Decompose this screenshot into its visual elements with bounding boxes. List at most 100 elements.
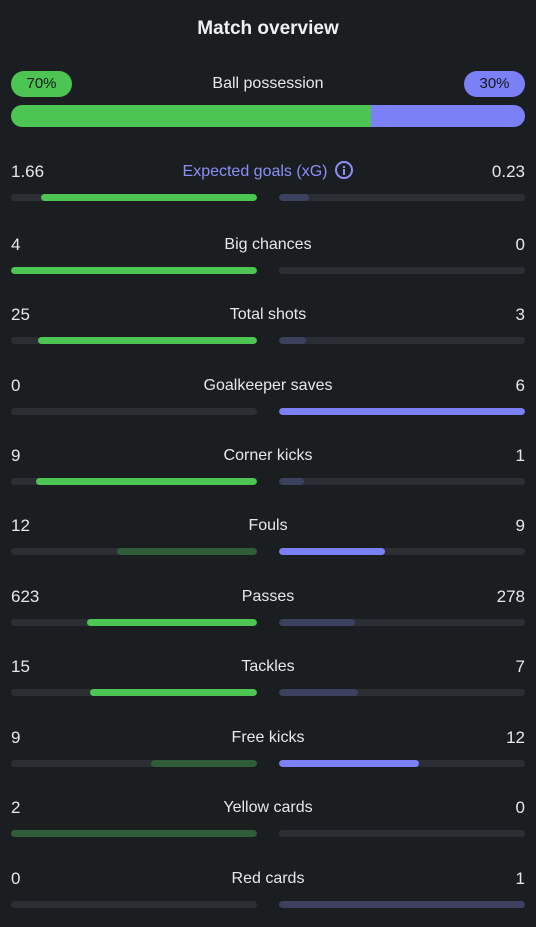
stat-label: Fouls [11,514,525,538]
info-icon[interactable] [335,161,354,179]
home-bar-track [11,901,257,908]
home-bar-fill [35,478,257,485]
stat-row: 25 Total shots 3 [11,303,525,349]
stat-label-text: Fouls [248,517,288,534]
possession-row: 70% Ball possession 30% [11,71,525,97]
stat-label-text: Corner kicks [223,447,313,464]
stat-row: 9 Free kicks 12 [11,726,525,772]
stat-label-text: Expected goals (xG) [182,163,328,180]
away-bar-fill [279,689,358,696]
away-bar-fill [279,194,309,201]
away-value: 0.23 [491,162,525,181]
stat-label-text: Red cards [231,870,305,887]
stat-row: 15 Tackles 7 [11,655,525,701]
away-value: 12 [506,728,525,747]
stat-label-text: Total shots [229,306,307,323]
away-value: 1 [515,869,525,888]
away-value: 9 [515,516,525,535]
home-value: 623 [11,587,40,606]
stat-label: Yellow cards [11,796,525,820]
home-value: 0 [11,869,21,888]
away-possession-badge: 30% [464,71,525,97]
away-bar-track [279,337,525,344]
away-bar-track [279,830,525,837]
away-bar-track [279,478,525,485]
stat-row: 4 Big chances 0 [11,233,525,279]
away-value: 7 [515,657,525,676]
home-possession-badge: 70% [11,71,72,97]
home-bar-track [11,408,257,415]
away-value: 6 [515,376,525,395]
stat-row: 9 Corner kicks 1 [11,444,525,490]
home-value: 4 [11,235,21,254]
away-bar-fill [279,619,356,626]
stat-label: Total shots [11,303,525,327]
stat-row: 2 Yellow cards 0 [11,796,525,842]
away-bar-fill [279,478,304,485]
home-value: 9 [11,446,21,465]
home-bar-fill [151,760,257,767]
stat-label-text: Passes [241,588,295,605]
home-value: 15 [11,657,30,676]
away-bar-track [279,194,525,201]
away-value: 0 [515,235,525,254]
home-value: 0 [11,376,21,395]
home-bar-track [11,548,257,555]
home-bar-track [11,267,257,274]
home-bar-track [11,830,257,837]
home-bar-track [11,194,257,201]
stat-label: Passes [11,585,525,609]
home-bar-fill [89,689,257,696]
home-value: 2 [11,798,21,817]
possession-bar-away [370,105,525,127]
away-value: 278 [496,587,525,606]
away-bar-track [279,408,525,415]
possession-bar [11,105,525,127]
home-value: 9 [11,728,21,747]
away-bar-track [279,267,525,274]
panel-title: Match overview [197,18,339,39]
home-bar-fill [38,337,257,344]
home-bar-track [11,760,257,767]
away-bar-fill [279,901,525,908]
home-bar-track [11,689,257,696]
away-value: 0 [515,798,525,817]
stat-label-text: Yellow cards [223,799,313,816]
stat-row: 1.66 Expected goals (xG) 0.23 [11,160,525,206]
away-bar-track [279,619,525,626]
away-value: 3 [515,305,525,324]
stat-label: Red cards [11,867,525,891]
stat-row: 12 Fouls 9 [11,514,525,560]
home-value: 25 [11,305,30,324]
home-bar-track [11,478,257,485]
home-bar-fill [116,548,257,555]
possession-label: Ball possession [212,75,324,92]
stat-label: Goalkeeper saves [11,374,525,398]
stat-label-text: Goalkeeper saves [203,377,333,394]
home-bar-track [11,619,257,626]
stat-label[interactable]: Expected goals (xG) [11,160,525,184]
stat-row: 623 Passes 278 [11,585,525,631]
away-value: 1 [515,446,525,465]
home-bar-fill [11,267,257,274]
stat-label: Free kicks [11,726,525,750]
stat-row: 0 Red cards 1 [11,867,525,913]
stat-label: Corner kicks [11,444,525,468]
stat-row: 0 Goalkeeper saves 6 [11,374,525,420]
away-bar-track [279,901,525,908]
home-bar-fill [87,619,257,626]
away-bar-fill [279,760,420,767]
stat-label: Big chances [11,233,525,257]
stat-label-text: Free kicks [231,729,305,746]
away-bar-fill [279,337,307,344]
stat-label-text: Tackles [241,658,295,675]
away-bar-track [279,548,525,555]
away-bar-fill [279,408,525,415]
stat-label: Tackles [11,655,525,679]
home-value: 1.66 [11,162,45,181]
stat-label-text: Big chances [224,236,312,253]
home-bar-fill [11,830,257,837]
possession-bar-home [11,105,371,127]
home-value: 12 [11,516,30,535]
